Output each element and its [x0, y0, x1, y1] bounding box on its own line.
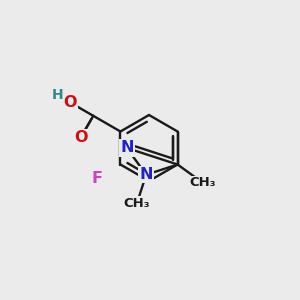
Text: CH₃: CH₃	[124, 197, 150, 210]
Text: F: F	[92, 170, 103, 185]
Text: O: O	[64, 95, 77, 110]
Text: N: N	[140, 167, 153, 182]
Text: N: N	[120, 140, 134, 155]
Text: O: O	[74, 130, 88, 145]
Text: H: H	[52, 88, 63, 102]
Text: CH₃: CH₃	[190, 176, 216, 189]
